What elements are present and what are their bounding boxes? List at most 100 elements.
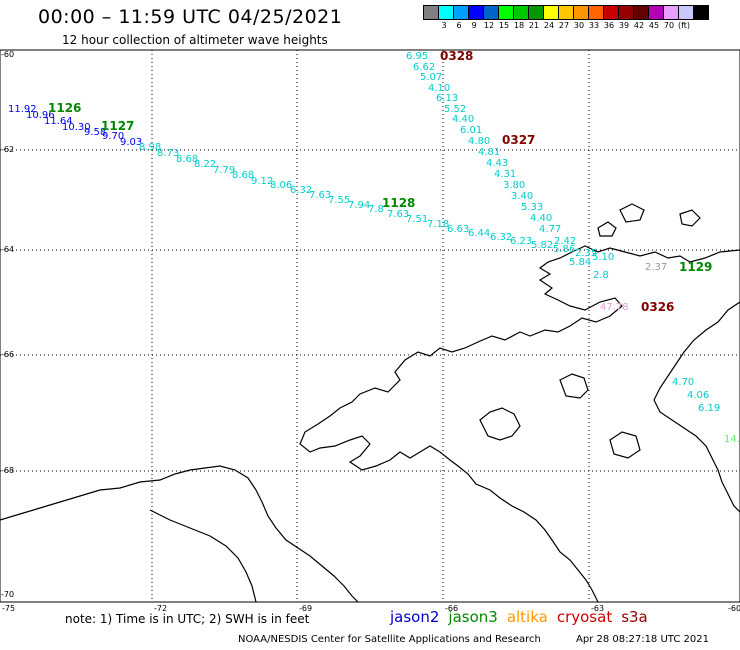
wave-height-value: 2.42 — [554, 236, 576, 247]
wave-height-value: 8.22 — [194, 159, 216, 170]
wave-height-value: 7.8 — [368, 204, 384, 215]
lon-label: -72 — [154, 604, 167, 613]
wave-height-value: 5.52 — [444, 104, 466, 115]
wave-height-value: 8.68 — [232, 170, 254, 181]
lat-label: -68 — [1, 466, 14, 475]
east-coast — [653, 301, 740, 513]
wave-height-value: 7.63 — [309, 190, 331, 201]
wave-height-value: 4.70 — [672, 377, 694, 388]
island-5 — [597, 221, 617, 237]
pass-label: 1126 — [48, 101, 81, 115]
wave-height-value: 4.77 — [539, 224, 561, 235]
wave-height-value: 10.30 — [62, 122, 91, 133]
track-0328: 6.956.625.074.106.135.524.406.014.804.81… — [406, 51, 614, 263]
lon-label: -66 — [445, 604, 458, 613]
wave-height-value: 9.70 — [102, 131, 124, 142]
wave-height-value: 2.35 — [575, 248, 597, 259]
wave-height-value: 7.18 — [427, 219, 449, 230]
wave-height-value: 5.07 — [420, 72, 442, 83]
track-1127: 8.988.738.688.227.798.689.128.066.327.63… — [139, 142, 575, 255]
legend-label: 21 — [528, 21, 540, 30]
footer-timestamp: Apr 28 08:27:18 UTC 2021 — [576, 634, 709, 645]
wave-height-value: 4.31 — [494, 169, 516, 180]
footer-credit: NOAA/NESDIS Center for Satellite Applica… — [238, 634, 541, 645]
legend-label: 42 — [633, 21, 645, 30]
pass-label: 0328 — [440, 49, 473, 63]
lat-label: -62 — [1, 145, 14, 154]
satellite-s3a: s3a — [621, 608, 648, 626]
legend-label: 30 — [573, 21, 585, 30]
wave-height-value: 9.12 — [251, 176, 273, 187]
wave-height-value: 8.98 — [139, 142, 161, 153]
wave-height-value: 6.44 — [468, 228, 490, 239]
lon-label: -69 — [299, 604, 312, 613]
altimeter-tracks: 6.956.625.074.106.135.524.406.014.804.81… — [8, 51, 720, 414]
legend-label: 24 — [543, 21, 555, 30]
wave-height-value: 2.8 — [593, 270, 609, 281]
legend-label: 45 — [648, 21, 660, 30]
wave-height-value: 6.13 — [436, 93, 458, 104]
wave-height-value: 5.86 — [553, 244, 575, 255]
lat-label: -64 — [1, 245, 14, 254]
wave-height-value: 4.40 — [530, 213, 552, 224]
longitude-labels: -75 -72 -69 -66 -63 -60 — [2, 604, 740, 613]
satellite-jason2: jason2 — [390, 608, 440, 626]
wave-height-value: 6.32 — [490, 232, 512, 243]
legend-labels: 3 6 9 12 15 18 21 24 27 30 33 36 39 42 45 70 (ft) — [423, 20, 708, 32]
wave-height-value: 6.63 — [447, 224, 469, 235]
wave-height-value: 5.84 — [569, 257, 591, 268]
satellite-legend: jason2 jason3 altika cryosat s3a — [390, 608, 657, 626]
wave-height-value: 8.06 — [270, 180, 292, 191]
wave-height-value: 5.33 — [521, 202, 543, 213]
wave-height-value: 6.32 — [290, 185, 312, 196]
wave-height-value: 6.19 — [698, 403, 720, 414]
wave-height-value: 7.79 — [213, 165, 235, 176]
note-text: note: 1) Time is in UTC; 2) SWH is in fe… — [65, 612, 310, 626]
pass-label: 0327 — [502, 133, 535, 147]
island-4 — [619, 203, 645, 223]
wave-height-value: 8.68 — [176, 154, 198, 165]
wave-height-value: 4.43 — [486, 158, 508, 169]
island-6 — [679, 209, 701, 227]
legend-label: 70 — [663, 21, 675, 30]
wave-height-value: 11.92 — [8, 104, 37, 115]
legend-swatch — [693, 5, 709, 20]
wave-height-value: 2.37 — [645, 262, 667, 273]
wave-height-value: 8.73 — [157, 148, 179, 159]
island-2 — [559, 373, 589, 399]
map-subtitle: 12 hour collection of altimeter wave hei… — [62, 33, 328, 47]
wave-height-value: 47.78 — [600, 302, 629, 313]
legend-label: 36 — [603, 21, 615, 30]
coastline — [0, 203, 740, 603]
color-scale-legend: 3 6 9 12 15 18 21 24 27 30 33 36 39 42 45 70 (ft) — [423, 5, 709, 32]
inner-coast — [149, 509, 257, 603]
legend-label: 15 — [498, 21, 510, 30]
wave-height-value: 4.80 — [468, 136, 490, 147]
wave-height-value: 5.10 — [592, 252, 614, 263]
map-frame — [0, 49, 740, 603]
legend-label: 9 — [471, 21, 477, 30]
lon-label: -75 — [2, 604, 15, 613]
legend-swatches — [423, 5, 709, 20]
wave-height-value: 6.23 — [510, 236, 532, 247]
track-0327: 5.842.8 — [569, 257, 609, 281]
wave-height-value: 5.82 — [531, 240, 553, 251]
lon-label: -60 — [728, 604, 740, 613]
legend-label: 27 — [558, 21, 570, 30]
extra-values: 2.37 47.78 14. — [600, 262, 740, 445]
pass-label: 1129 — [679, 260, 712, 274]
footer: NOAA/NESDIS Center for Satellite Applica… — [238, 634, 709, 645]
legend-label: (ft) — [677, 21, 691, 30]
wave-height-value: 9.03 — [120, 137, 142, 148]
wave-height-value: 4.40 — [452, 114, 474, 125]
lat-label: -70 — [1, 590, 14, 599]
legend-label: 33 — [588, 21, 600, 30]
wave-height-value: 6.01 — [460, 125, 482, 136]
peninsula-coast-main — [299, 245, 740, 603]
island-3 — [609, 431, 641, 459]
latitude-labels: -60 -62 -64 -66 -68 -70 — [1, 50, 14, 599]
pass-labels: 0328 0327 0326 1126 1127 1128 1129 — [48, 49, 712, 314]
wave-height-value: 7.94 — [348, 200, 370, 211]
